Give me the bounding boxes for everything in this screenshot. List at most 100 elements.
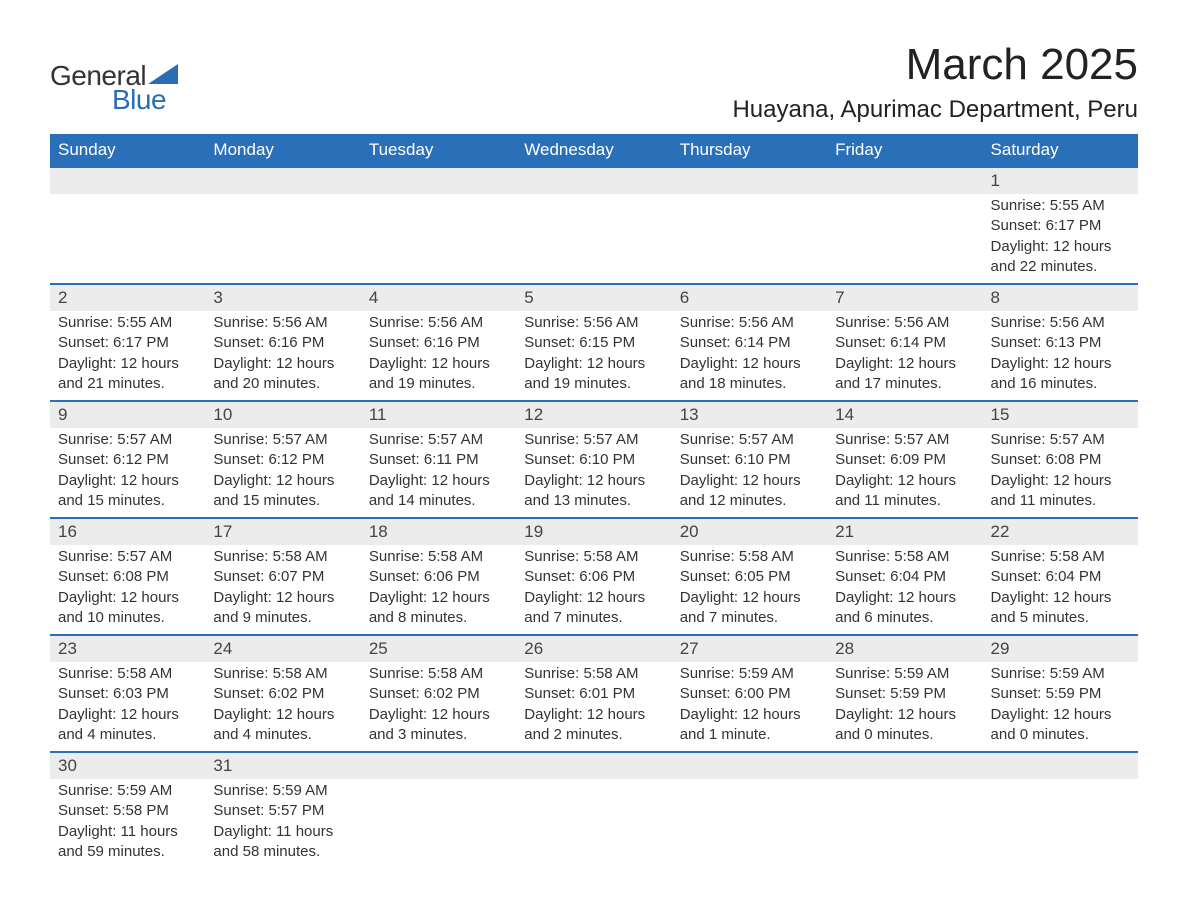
sunrise-text: Sunrise: 5:56 AM — [369, 313, 508, 333]
day-detail-cell: Sunrise: 5:57 AMSunset: 6:10 PMDaylight:… — [672, 428, 827, 518]
daylight-text-2: and 3 minutes. — [369, 725, 508, 745]
dayname-thursday: Thursday — [672, 134, 827, 167]
day-number-cell: 19 — [516, 518, 671, 545]
daylight-text-1: Daylight: 12 hours — [991, 237, 1130, 257]
daylight-text-1: Daylight: 12 hours — [213, 705, 352, 725]
day-detail-cell: Sunrise: 5:56 AMSunset: 6:16 PMDaylight:… — [205, 311, 360, 401]
day-detail-cell — [361, 194, 516, 284]
daylight-text-2: and 20 minutes. — [213, 374, 352, 394]
day-number-cell — [516, 167, 671, 194]
sunset-text: Sunset: 5:57 PM — [213, 801, 352, 821]
sunset-text: Sunset: 6:12 PM — [213, 450, 352, 470]
calendar-tbody: 1Sunrise: 5:55 AMSunset: 6:17 PMDaylight… — [50, 167, 1138, 868]
day-number-cell: 27 — [672, 635, 827, 662]
daylight-text-1: Daylight: 12 hours — [213, 354, 352, 374]
daylight-text-1: Daylight: 12 hours — [680, 471, 819, 491]
day-number-cell: 2 — [50, 284, 205, 311]
daylight-text-2: and 17 minutes. — [835, 374, 974, 394]
day-detail-cell: Sunrise: 5:55 AMSunset: 6:17 PMDaylight:… — [983, 194, 1138, 284]
daylight-text-2: and 9 minutes. — [213, 608, 352, 628]
week-daynum-row: 1 — [50, 167, 1138, 194]
daylight-text-2: and 6 minutes. — [835, 608, 974, 628]
day-detail-cell: Sunrise: 5:55 AMSunset: 6:17 PMDaylight:… — [50, 311, 205, 401]
daylight-text-2: and 14 minutes. — [369, 491, 508, 511]
daylight-text-2: and 7 minutes. — [680, 608, 819, 628]
sunrise-text: Sunrise: 5:58 AM — [369, 547, 508, 567]
day-detail-cell: Sunrise: 5:56 AMSunset: 6:15 PMDaylight:… — [516, 311, 671, 401]
daylight-text-1: Daylight: 12 hours — [991, 705, 1130, 725]
daylight-text-2: and 15 minutes. — [213, 491, 352, 511]
week-detail-row: Sunrise: 5:57 AMSunset: 6:08 PM Daylight:… — [50, 545, 1138, 635]
day-number-cell — [827, 752, 982, 779]
day-number-cell: 16 — [50, 518, 205, 545]
week-detail-row: Sunrise: 5:58 AMSunset: 6:03 PMDaylight:… — [50, 662, 1138, 752]
daylight-text-1: Daylight: 12 hours — [680, 588, 819, 608]
daylight-text-1: Daylight: 12 hours — [991, 471, 1130, 491]
day-detail-cell: Sunrise: 5:57 AMSunset: 6:12 PMDaylight:… — [50, 428, 205, 518]
daylight-text-2: and 22 minutes. — [991, 257, 1130, 277]
day-number-cell: 22 — [983, 518, 1138, 545]
day-detail-cell — [672, 779, 827, 868]
day-number-cell — [983, 752, 1138, 779]
sunrise-text: Sunrise: 5:56 AM — [524, 313, 663, 333]
day-number-cell: 5 — [516, 284, 671, 311]
day-detail-cell — [50, 194, 205, 284]
daylight-text-2: and 4 minutes. — [58, 725, 197, 745]
sunset-text: Sunset: 6:16 PM — [213, 333, 352, 353]
sunset-text: Sunset: 6:06 PM — [369, 567, 508, 587]
day-number-cell: 10 — [205, 401, 360, 428]
sunrise-text: Sunrise: 5:55 AM — [58, 313, 197, 333]
day-number-cell: 12 — [516, 401, 671, 428]
week-daynum-row: 23242526272829 — [50, 635, 1138, 662]
daylight-text-1: Daylight: 12 hours — [835, 471, 974, 491]
day-number-cell: 25 — [361, 635, 516, 662]
sunrise-text: Sunrise: 5:57 AM — [58, 547, 197, 567]
calendar-table: Sunday Monday Tuesday Wednesday Thursday… — [50, 134, 1138, 868]
daylight-text-1: Daylight: 12 hours — [835, 354, 974, 374]
day-number-cell: 4 — [361, 284, 516, 311]
location-label: Huayana, Apurimac Department, Peru — [732, 96, 1138, 124]
sunset-text: Sunset: 5:59 PM — [991, 684, 1130, 704]
day-detail-cell: Sunrise: 5:56 AMSunset: 6:13 PMDaylight:… — [983, 311, 1138, 401]
daylight-text-1: Daylight: 12 hours — [369, 588, 508, 608]
day-number-cell: 11 — [361, 401, 516, 428]
daylight-text-2: and 59 minutes. — [58, 842, 197, 862]
daylight-text-2: and 11 minutes. — [835, 491, 974, 511]
day-number-cell: 18 — [361, 518, 516, 545]
daylight-text-2: and 10 minutes. — [58, 608, 197, 628]
daylight-text-2: and 13 minutes. — [524, 491, 663, 511]
day-number-cell: 26 — [516, 635, 671, 662]
week-daynum-row: 3031 — [50, 752, 1138, 779]
sunrise-text: Sunrise: 5:58 AM — [680, 547, 819, 567]
daylight-text-1: Daylight: 12 hours — [58, 705, 197, 725]
sunrise-text: Sunrise: 5:58 AM — [369, 664, 508, 684]
day-detail-cell — [516, 194, 671, 284]
day-number-cell — [516, 752, 671, 779]
sunrise-text: Sunrise: 5:58 AM — [835, 547, 974, 567]
day-number-cell: 8 — [983, 284, 1138, 311]
sunrise-text: Sunrise: 5:59 AM — [991, 664, 1130, 684]
dayname-saturday: Saturday — [983, 134, 1138, 167]
day-detail-cell: Sunrise: 5:58 AMSunset: 6:03 PMDaylight:… — [50, 662, 205, 752]
week-detail-row: Sunrise: 5:55 AMSunset: 6:17 PMDaylight:… — [50, 311, 1138, 401]
calendar-thead: Sunday Monday Tuesday Wednesday Thursday… — [50, 134, 1138, 167]
sunset-text: Sunset: 6:14 PM — [835, 333, 974, 353]
sunset-text: Sunset: 6:01 PM — [524, 684, 663, 704]
day-detail-cell: Sunrise: 5:58 AMSunset: 6:01 PMDaylight:… — [516, 662, 671, 752]
sunrise-text: Sunrise: 5:56 AM — [213, 313, 352, 333]
sunset-text: Sunset: 6:08 PM — [58, 567, 197, 587]
day-detail-cell: Sunrise: 5:56 AMSunset: 6:14 PMDaylight:… — [672, 311, 827, 401]
daylight-text-1: Daylight: 12 hours — [524, 354, 663, 374]
sunrise-text: Sunrise: 5:58 AM — [991, 547, 1130, 567]
daylight-text-2: and 12 minutes. — [680, 491, 819, 511]
sunset-text: Sunset: 6:12 PM — [58, 450, 197, 470]
sunset-text: Sunset: 6:03 PM — [58, 684, 197, 704]
sunset-text: Sunset: 6:02 PM — [369, 684, 508, 704]
week-detail-row: Sunrise: 5:59 AMSunset: 5:58 PMDaylight:… — [50, 779, 1138, 868]
sunset-text: Sunset: 6:04 PM — [991, 567, 1130, 587]
daylight-text-2: and 8 minutes. — [369, 608, 508, 628]
sunset-text: Sunset: 6:10 PM — [680, 450, 819, 470]
day-detail-cell: Sunrise: 5:58 AMSunset: 6:02 PMDaylight:… — [361, 662, 516, 752]
sunset-text: Sunset: 6:02 PM — [213, 684, 352, 704]
day-detail-cell: Sunrise: 5:57 AMSunset: 6:12 PMDaylight:… — [205, 428, 360, 518]
